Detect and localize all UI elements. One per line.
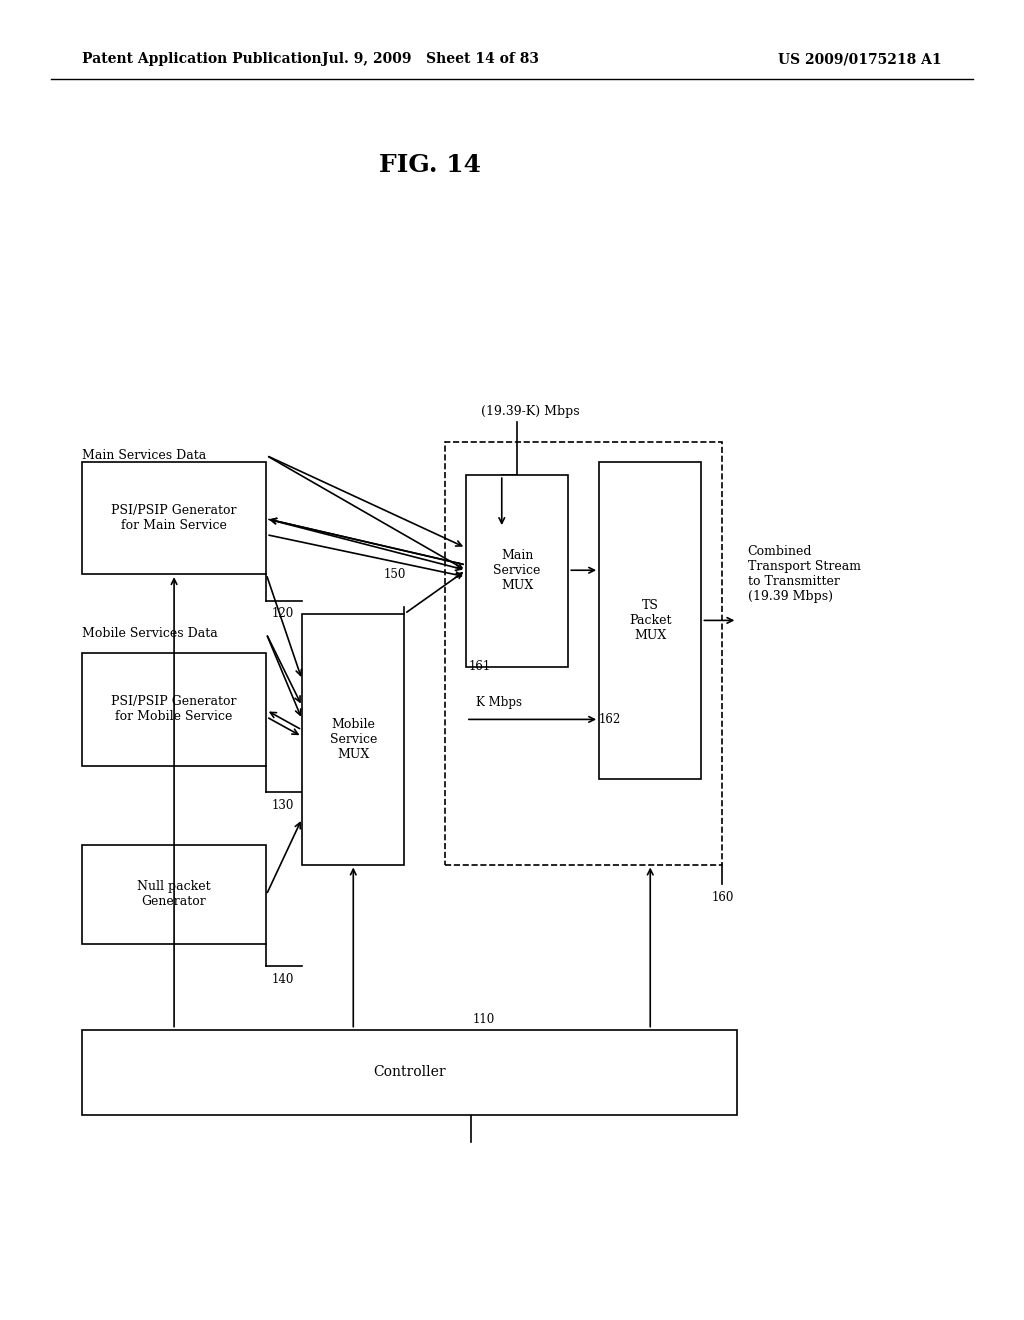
Text: US 2009/0175218 A1: US 2009/0175218 A1 [778,53,942,66]
Text: Main Services Data: Main Services Data [82,449,206,462]
Text: Null packet
Generator: Null packet Generator [137,880,211,908]
Text: 140: 140 [271,973,294,986]
Bar [82,653,266,766]
Text: Mobile
Service
MUX: Mobile Service MUX [330,718,377,760]
Text: Main
Service
MUX: Main Service MUX [494,549,541,593]
Text: Controller: Controller [374,1065,445,1080]
Text: Patent Application Publication: Patent Application Publication [82,53,322,66]
Text: PSI/PSIP Generator
for Main Service: PSI/PSIP Generator for Main Service [112,504,237,532]
Text: K Mbps: K Mbps [476,696,522,709]
Text: Jul. 9, 2009   Sheet 14 of 83: Jul. 9, 2009 Sheet 14 of 83 [322,53,539,66]
Bar [82,462,266,574]
Text: Combined
Transport Stream
to Transmitter
(19.39 Mbps): Combined Transport Stream to Transmitter… [748,545,860,603]
Text: PSI/PSIP Generator
for Mobile Service: PSI/PSIP Generator for Mobile Service [112,696,237,723]
Text: 160: 160 [712,891,734,904]
Text: 130: 130 [271,799,294,812]
Text: TS
Packet
MUX: TS Packet MUX [629,599,672,642]
Text: 110: 110 [473,1012,496,1026]
Text: 161: 161 [469,660,492,673]
Text: 120: 120 [271,607,294,620]
Text: (19.39-K) Mbps: (19.39-K) Mbps [481,405,580,418]
Text: FIG. 14: FIG. 14 [379,153,481,177]
Bar [445,442,722,865]
Bar [466,475,568,667]
Text: Mobile Services Data: Mobile Services Data [82,627,218,640]
Bar [599,462,701,779]
Bar [302,614,404,865]
Text: 150: 150 [384,568,407,581]
Bar [82,845,266,944]
Text: 162: 162 [599,713,622,726]
Bar [82,1030,737,1115]
